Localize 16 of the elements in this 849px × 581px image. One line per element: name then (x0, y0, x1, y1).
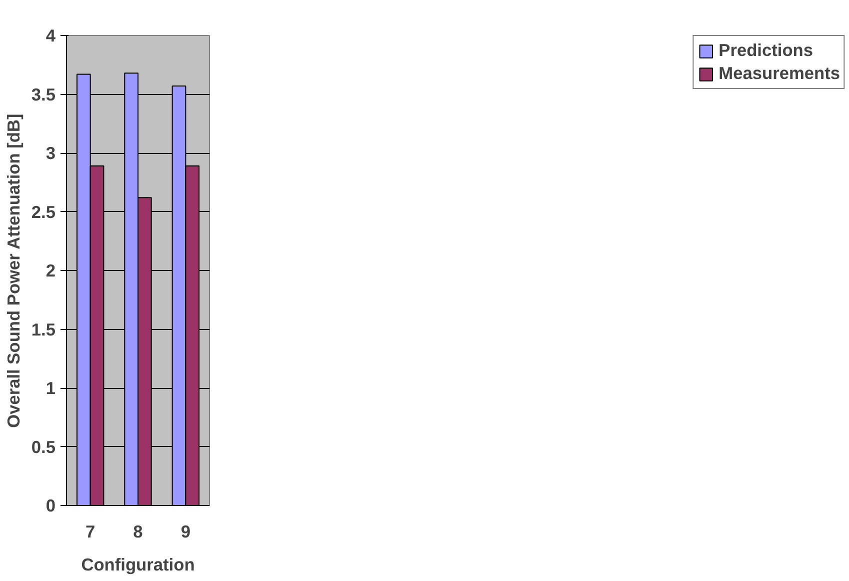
y-tick-label: 1.5 (31, 319, 56, 340)
legend-label: Predictions (718, 40, 814, 61)
legend-label: Measurements (718, 63, 840, 84)
y-tick-label: 3 (46, 143, 56, 163)
y-tick-label: 2 (46, 260, 56, 280)
y-axis-title: Overall Sound Power Attenuation [dB] (3, 114, 24, 428)
y-tick-label: 3.5 (31, 84, 56, 104)
y-tick-label: 4 (46, 26, 56, 46)
y-tick-label: 0.5 (31, 436, 56, 457)
y-tick-label: 2.5 (31, 202, 56, 222)
x-tick-label: 9 (180, 522, 190, 542)
x-tick-label: 7 (86, 522, 96, 542)
y-tick-label: 1 (46, 378, 56, 398)
y-tick-label: 0 (46, 496, 56, 516)
x-axis-title: Configuration (81, 554, 195, 574)
x-tick-label: 8 (133, 522, 144, 542)
